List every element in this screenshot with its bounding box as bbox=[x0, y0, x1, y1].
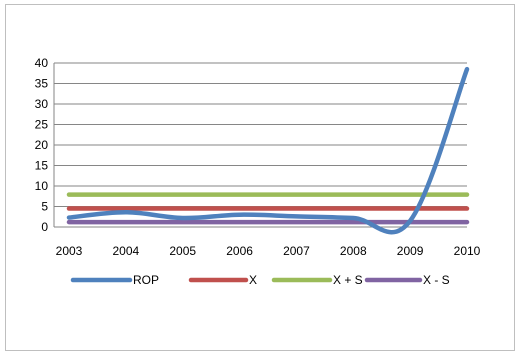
y-tick-label: 10 bbox=[35, 179, 49, 193]
y-tick-label: 30 bbox=[35, 97, 49, 111]
x-tick-label: 2006 bbox=[226, 244, 253, 258]
x-tick-label: 2010 bbox=[454, 244, 481, 258]
x-tick-label: 2004 bbox=[113, 244, 140, 258]
legend-label-x-minus-s: X - S bbox=[423, 273, 450, 287]
y-tick-label: 40 bbox=[35, 56, 49, 70]
legend-label-x-minus-plus-minus-s: X + S bbox=[333, 273, 363, 287]
x-tick-label: 2003 bbox=[56, 244, 83, 258]
x-tick-label: 2005 bbox=[169, 244, 196, 258]
y-tick-label: 35 bbox=[35, 77, 49, 91]
line-chart: 0 5 10 15 20 25 30 35 40 2003 2004 2005 2006 2007 2008… bbox=[35, 56, 481, 287]
x-tick-label: 2009 bbox=[397, 244, 424, 258]
series-line-rop bbox=[66, 66, 470, 235]
y-tick-label: 20 bbox=[35, 138, 49, 152]
gridlines bbox=[54, 62, 467, 207]
x-tick-label: 2008 bbox=[340, 244, 367, 258]
y-tick-label: 0 bbox=[41, 220, 48, 234]
axes: 0 5 10 15 20 25 30 35 40 2003 2004 2005 2006 2007 2008… bbox=[35, 56, 481, 258]
y-tick-label: 5 bbox=[41, 200, 48, 214]
legend-label-rop: ROP bbox=[133, 273, 159, 287]
y-tick-label: 15 bbox=[35, 159, 49, 173]
legend: ROP X X + S X - S bbox=[70, 273, 450, 287]
x-tick-label: 2007 bbox=[283, 244, 310, 258]
series-lines bbox=[66, 66, 470, 235]
legend-label-x: X bbox=[249, 273, 257, 287]
y-tick-label: 25 bbox=[35, 118, 49, 132]
chart-area: 0 5 10 15 20 25 30 35 40 2003 2004 2005 2006 2007 2008… bbox=[5, 4, 515, 351]
